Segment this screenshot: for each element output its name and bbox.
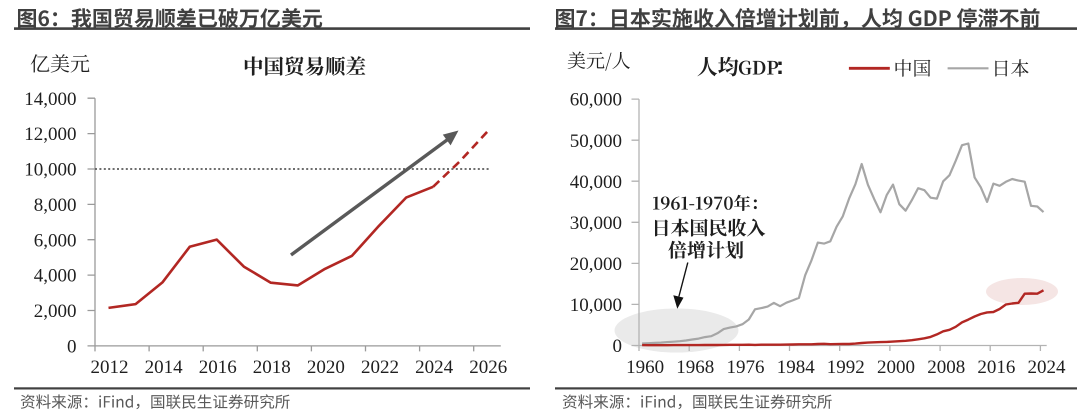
svg-text:50,000: 50,000	[570, 131, 622, 152]
svg-text:2022: 2022	[361, 357, 399, 378]
svg-text:2016: 2016	[977, 357, 1015, 378]
svg-text:14,000: 14,000	[24, 89, 76, 110]
svg-text:40,000: 40,000	[570, 172, 622, 193]
svg-text:10,000: 10,000	[24, 160, 76, 181]
svg-text:2020: 2020	[307, 357, 345, 378]
svg-text:4,000: 4,000	[34, 266, 77, 287]
svg-text:1976: 1976	[727, 357, 765, 378]
svg-text:2,000: 2,000	[34, 301, 77, 322]
svg-text:2008: 2008	[927, 357, 965, 378]
svg-text:30,000: 30,000	[570, 213, 622, 234]
svg-text:0: 0	[67, 337, 77, 358]
svg-text:12,000: 12,000	[24, 124, 76, 145]
svg-text:2024: 2024	[415, 357, 454, 378]
svg-text:1960: 1960	[626, 357, 664, 378]
svg-text:1984: 1984	[777, 357, 816, 378]
svg-text:2018: 2018	[253, 357, 291, 378]
svg-text:20,000: 20,000	[570, 254, 622, 275]
svg-text:2024: 2024	[1028, 357, 1067, 378]
svg-text:0: 0	[613, 336, 623, 357]
svg-text:8,000: 8,000	[34, 195, 77, 216]
svg-text:2026: 2026	[469, 357, 507, 378]
svg-text:60,000: 60,000	[570, 90, 622, 111]
svg-text:6,000: 6,000	[34, 230, 77, 251]
svg-text:2012: 2012	[91, 357, 129, 378]
svg-text:2014: 2014	[145, 357, 184, 378]
svg-text:2000: 2000	[877, 357, 915, 378]
svg-text:2016: 2016	[199, 357, 237, 378]
svg-text:10,000: 10,000	[570, 295, 622, 316]
svg-text:1992: 1992	[827, 357, 865, 378]
svg-text:1968: 1968	[676, 357, 714, 378]
